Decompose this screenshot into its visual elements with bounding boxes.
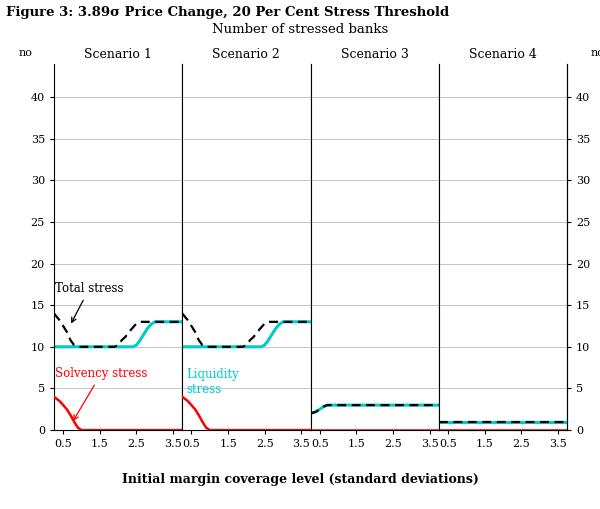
Text: no: no [590, 48, 600, 58]
Text: Solvency stress: Solvency stress [55, 367, 148, 420]
Text: no: no [18, 48, 32, 58]
Title: Scenario 3: Scenario 3 [341, 48, 409, 61]
Text: Number of stressed banks: Number of stressed banks [212, 23, 388, 36]
Text: Liquidity
stress: Liquidity stress [186, 367, 239, 395]
Text: Initial margin coverage level (standard deviations): Initial margin coverage level (standard … [122, 473, 478, 486]
Title: Scenario 2: Scenario 2 [212, 48, 280, 61]
Text: Total stress: Total stress [55, 282, 124, 322]
Text: Figure 3: 3.89σ Price Change, 20 Per Cent Stress Threshold: Figure 3: 3.89σ Price Change, 20 Per Cen… [6, 6, 449, 19]
Title: Scenario 4: Scenario 4 [469, 48, 537, 61]
Title: Scenario 1: Scenario 1 [84, 48, 152, 61]
